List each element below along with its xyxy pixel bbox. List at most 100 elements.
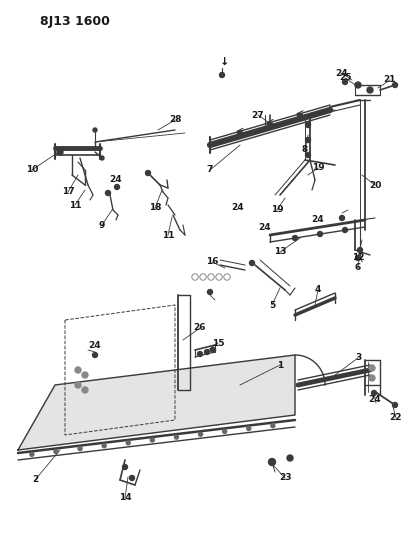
Circle shape bbox=[75, 382, 81, 388]
Circle shape bbox=[146, 171, 151, 175]
Text: 6: 6 bbox=[355, 263, 361, 272]
Text: 12: 12 bbox=[352, 254, 364, 262]
Text: 3: 3 bbox=[355, 353, 361, 362]
Circle shape bbox=[200, 274, 206, 280]
Circle shape bbox=[292, 236, 297, 240]
Text: 24: 24 bbox=[258, 223, 271, 232]
Circle shape bbox=[93, 128, 97, 132]
Circle shape bbox=[211, 348, 216, 352]
Circle shape bbox=[247, 426, 251, 431]
Text: 21: 21 bbox=[384, 76, 396, 85]
Text: ↓: ↓ bbox=[220, 57, 230, 67]
Circle shape bbox=[78, 447, 82, 450]
Circle shape bbox=[317, 231, 323, 237]
Text: 24: 24 bbox=[369, 395, 381, 405]
Text: 25: 25 bbox=[339, 74, 351, 83]
Circle shape bbox=[75, 367, 81, 373]
Circle shape bbox=[342, 79, 348, 85]
Text: 24: 24 bbox=[336, 69, 348, 77]
Circle shape bbox=[217, 275, 221, 279]
Text: 27: 27 bbox=[252, 110, 264, 119]
Circle shape bbox=[106, 190, 110, 196]
Text: 24: 24 bbox=[231, 204, 244, 213]
Circle shape bbox=[355, 82, 361, 88]
Circle shape bbox=[151, 438, 154, 442]
Text: 8: 8 bbox=[302, 146, 308, 155]
Circle shape bbox=[287, 455, 293, 461]
Circle shape bbox=[271, 424, 275, 427]
Circle shape bbox=[130, 475, 135, 481]
Text: 11: 11 bbox=[162, 230, 174, 239]
Text: 24: 24 bbox=[110, 175, 122, 184]
Circle shape bbox=[238, 131, 243, 136]
Circle shape bbox=[82, 372, 88, 378]
Circle shape bbox=[225, 275, 229, 279]
Circle shape bbox=[207, 289, 213, 295]
Circle shape bbox=[209, 275, 213, 279]
Text: 18: 18 bbox=[149, 204, 161, 213]
Circle shape bbox=[100, 156, 104, 160]
Circle shape bbox=[123, 464, 128, 470]
Circle shape bbox=[268, 458, 276, 465]
Circle shape bbox=[198, 351, 202, 357]
Text: 10: 10 bbox=[26, 166, 38, 174]
Circle shape bbox=[267, 122, 272, 127]
Text: 15: 15 bbox=[212, 338, 224, 348]
Circle shape bbox=[369, 375, 375, 381]
Text: 13: 13 bbox=[274, 247, 286, 256]
Circle shape bbox=[82, 387, 88, 393]
Text: 1: 1 bbox=[277, 360, 283, 369]
Text: 9: 9 bbox=[99, 221, 105, 230]
Circle shape bbox=[306, 152, 310, 157]
Circle shape bbox=[306, 138, 310, 142]
Text: 16: 16 bbox=[206, 257, 218, 266]
Text: 19: 19 bbox=[312, 164, 324, 173]
Circle shape bbox=[216, 274, 222, 280]
Text: 8J13 1600: 8J13 1600 bbox=[40, 15, 110, 28]
Circle shape bbox=[220, 72, 225, 77]
Circle shape bbox=[393, 402, 398, 408]
Text: 24: 24 bbox=[312, 215, 324, 224]
Polygon shape bbox=[18, 355, 295, 450]
Circle shape bbox=[192, 274, 198, 280]
Circle shape bbox=[198, 432, 202, 436]
Circle shape bbox=[369, 365, 375, 371]
Text: 7: 7 bbox=[207, 166, 213, 174]
Circle shape bbox=[297, 113, 303, 118]
Circle shape bbox=[249, 261, 254, 265]
Text: 28: 28 bbox=[169, 116, 181, 125]
Circle shape bbox=[208, 274, 214, 280]
Text: 26: 26 bbox=[194, 324, 206, 333]
Text: 4: 4 bbox=[315, 286, 321, 295]
Text: 22: 22 bbox=[390, 414, 402, 423]
Text: 17: 17 bbox=[62, 188, 74, 197]
Circle shape bbox=[339, 215, 344, 221]
Circle shape bbox=[204, 350, 209, 354]
Text: 24: 24 bbox=[89, 341, 101, 350]
Text: 2: 2 bbox=[32, 475, 38, 484]
Circle shape bbox=[306, 123, 310, 127]
Circle shape bbox=[193, 275, 197, 279]
Text: 23: 23 bbox=[279, 473, 291, 482]
Circle shape bbox=[175, 435, 178, 439]
Text: 20: 20 bbox=[369, 181, 381, 190]
Circle shape bbox=[355, 255, 360, 261]
Circle shape bbox=[357, 247, 362, 253]
Circle shape bbox=[30, 453, 34, 456]
Circle shape bbox=[115, 184, 119, 190]
Circle shape bbox=[393, 83, 398, 87]
Circle shape bbox=[371, 391, 377, 395]
Circle shape bbox=[92, 352, 97, 358]
Circle shape bbox=[222, 430, 227, 433]
Circle shape bbox=[126, 441, 130, 445]
Text: 19: 19 bbox=[271, 206, 283, 214]
Circle shape bbox=[54, 449, 58, 454]
Circle shape bbox=[102, 444, 106, 448]
Circle shape bbox=[224, 274, 230, 280]
Circle shape bbox=[201, 275, 205, 279]
Text: 14: 14 bbox=[119, 494, 131, 503]
Circle shape bbox=[367, 87, 373, 93]
Circle shape bbox=[57, 149, 63, 155]
Circle shape bbox=[342, 228, 348, 232]
Text: 11: 11 bbox=[69, 200, 81, 209]
